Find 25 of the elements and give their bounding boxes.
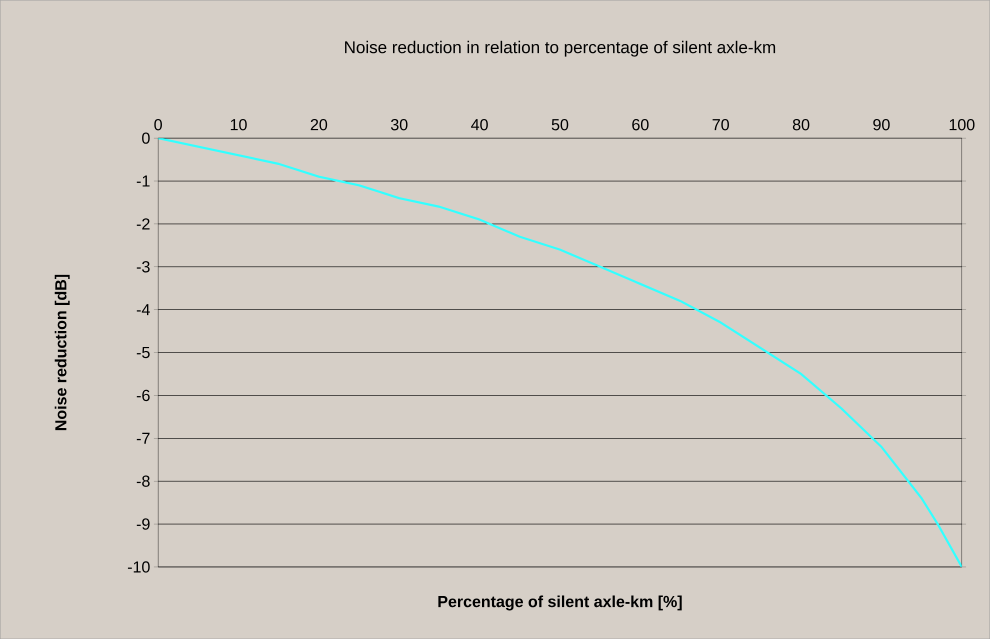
y-tick-label: -10 xyxy=(128,561,150,573)
x-tick-label: 90 xyxy=(873,118,890,130)
x-axis-title: Percentage of silent axle-km [%] xyxy=(438,595,682,610)
y-tick-label: -3 xyxy=(136,261,150,272)
x-tick-label: 50 xyxy=(552,118,568,130)
x-tick-label: 60 xyxy=(632,118,649,130)
y-tick-label: -6 xyxy=(136,390,150,402)
y-tick-label: 0 xyxy=(142,132,150,144)
y-tick-label: -9 xyxy=(136,518,150,530)
x-tick-label: 40 xyxy=(471,118,488,130)
chart-title: Noise reduction in relation to percentage of silent axle-km xyxy=(345,40,776,57)
x-tick-label: 70 xyxy=(712,118,729,130)
x-tick-label: 30 xyxy=(390,118,408,130)
y-tick-label: -4 xyxy=(136,304,150,316)
x-tick-label: 20 xyxy=(310,118,328,130)
x-tick-label: 80 xyxy=(792,118,810,130)
y-tick-label: -1 xyxy=(136,175,150,186)
y-axis-title: Noise reduction [dB] xyxy=(54,274,70,430)
y-tick-label: -7 xyxy=(136,432,150,444)
y-tick-label: -5 xyxy=(136,346,150,358)
x-tick-label: 100 xyxy=(950,118,975,130)
y-tick-label: -8 xyxy=(136,475,150,487)
y-tick-label: -2 xyxy=(136,218,150,230)
x-tick-label: 10 xyxy=(230,118,247,130)
x-tick-label: 0 xyxy=(154,118,162,130)
